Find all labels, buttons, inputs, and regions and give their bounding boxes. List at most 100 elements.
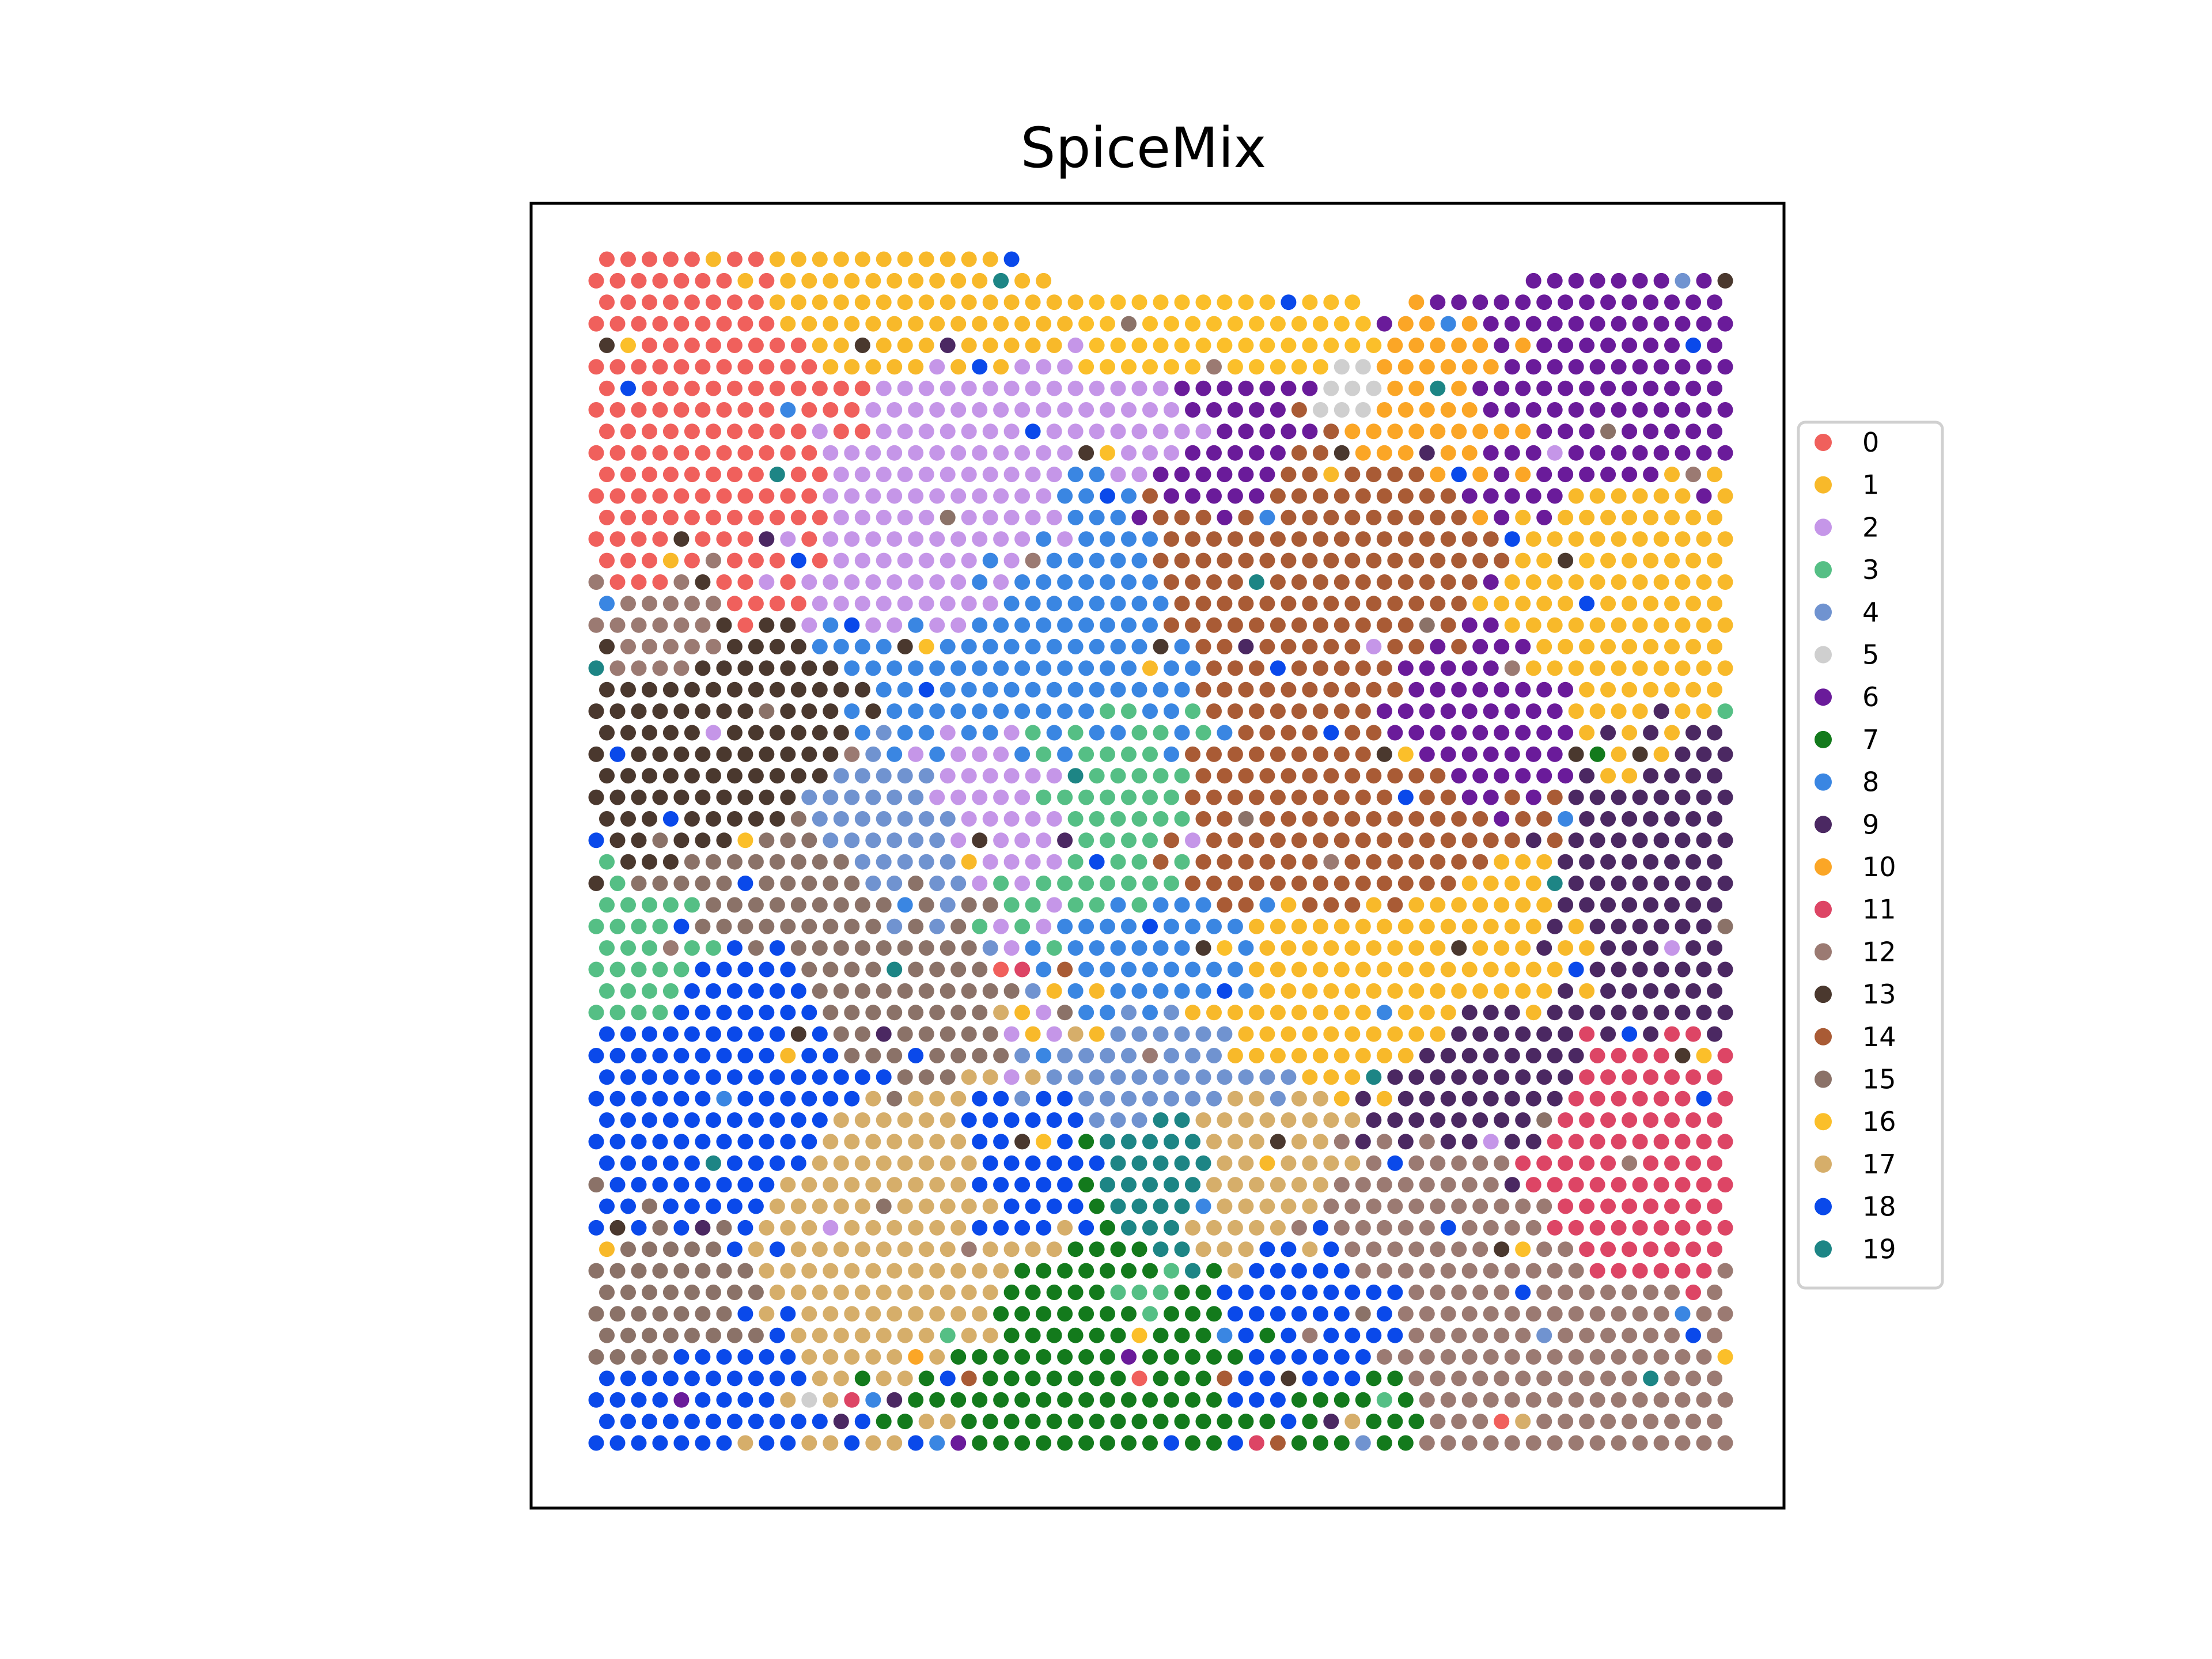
spot-point <box>1536 1285 1552 1300</box>
spot-point <box>1366 1198 1382 1214</box>
spot-point <box>1600 897 1616 913</box>
spot-point <box>972 1177 988 1193</box>
spot-point <box>1483 1177 1499 1193</box>
spot-point <box>1312 1134 1328 1150</box>
spot-point <box>748 897 764 913</box>
spot-point <box>620 1370 636 1387</box>
spot-point <box>1611 746 1627 762</box>
spot-point <box>1185 703 1200 719</box>
spot-point <box>769 983 785 999</box>
spot-point <box>940 552 956 569</box>
spot-point <box>961 1241 977 1257</box>
spot-point <box>1217 940 1233 956</box>
spot-point <box>1653 1134 1669 1150</box>
spot-point <box>1270 1177 1286 1193</box>
spot-point <box>833 294 849 310</box>
spot-point <box>1142 1263 1158 1279</box>
spot-point <box>631 876 647 891</box>
spot-point <box>1440 1435 1456 1451</box>
spot-point <box>1281 1026 1297 1042</box>
spot-point <box>1579 1241 1595 1257</box>
spot-point <box>673 1134 690 1150</box>
spot-point <box>1121 617 1137 633</box>
spot-point <box>1685 1069 1701 1085</box>
spot-point <box>662 1241 679 1257</box>
spot-point <box>1707 811 1722 827</box>
spot-point <box>1206 1090 1222 1107</box>
spot-point <box>972 531 988 547</box>
spot-point <box>929 1306 945 1322</box>
legend-label: 15 <box>1862 1064 1896 1095</box>
spot-point <box>790 294 806 310</box>
spot-point <box>993 488 1009 504</box>
spot-point <box>1653 316 1669 332</box>
spot-point <box>887 1263 903 1279</box>
spot-point <box>1440 1219 1456 1236</box>
spot-point <box>1259 1285 1275 1300</box>
spot-point <box>1248 918 1264 934</box>
spot-point <box>769 294 785 310</box>
spot-point <box>1643 467 1659 483</box>
spot-point <box>1376 918 1392 934</box>
spot-point <box>1110 294 1126 310</box>
spot-point <box>1440 1090 1456 1107</box>
spot-point <box>1643 639 1659 654</box>
spot-point <box>1270 531 1286 547</box>
spot-point <box>844 1090 860 1107</box>
spot-point <box>1632 445 1648 461</box>
spot-point <box>1653 445 1669 461</box>
spot-point <box>1003 509 1020 525</box>
spot-point <box>716 832 732 849</box>
spot-point <box>876 509 892 525</box>
spot-point <box>961 1327 977 1343</box>
spot-point <box>1440 746 1456 762</box>
spot-point <box>812 1069 828 1085</box>
legend-marker <box>1815 434 1832 451</box>
spot-point <box>642 596 657 612</box>
spot-point <box>737 359 753 375</box>
spot-point <box>1707 854 1722 870</box>
spot-point <box>1685 1198 1701 1214</box>
spot-point <box>918 1370 934 1387</box>
spot-point <box>865 746 881 762</box>
spot-point <box>684 1241 700 1257</box>
spot-point <box>1525 402 1541 418</box>
spot-point <box>1536 509 1552 525</box>
spot-point <box>1067 467 1084 483</box>
spot-point <box>1195 897 1211 913</box>
spot-point <box>1195 338 1211 353</box>
spot-point <box>897 1198 913 1214</box>
spot-point <box>1067 897 1084 913</box>
spot-point <box>854 1155 870 1171</box>
spot-point <box>812 1112 828 1128</box>
spot-point <box>1717 402 1733 418</box>
spot-point <box>918 940 934 956</box>
spot-point <box>823 316 839 332</box>
spot-point <box>1472 681 1488 698</box>
spot-point <box>1270 1435 1286 1451</box>
spot-point <box>769 1285 785 1300</box>
spot-point <box>1547 1306 1563 1322</box>
spot-point <box>1430 1327 1446 1343</box>
spot-point <box>854 1414 870 1430</box>
spot-point <box>833 1241 849 1257</box>
spot-point <box>1568 272 1584 289</box>
spot-point <box>1206 746 1222 762</box>
spot-point <box>993 789 1009 805</box>
spot-point <box>854 552 870 569</box>
spot-point <box>1334 918 1350 934</box>
spot-point <box>716 1435 732 1451</box>
spot-point <box>1110 1069 1126 1085</box>
spot-point <box>940 423 956 440</box>
spot-point <box>961 854 977 870</box>
spot-point <box>695 1177 711 1193</box>
spot-point <box>950 746 967 762</box>
spot-point <box>1206 316 1222 332</box>
spot-point <box>1589 1090 1605 1107</box>
spot-point <box>1217 1241 1233 1257</box>
spot-point <box>684 1327 700 1343</box>
spot-point <box>1568 617 1584 633</box>
spot-point <box>1057 832 1073 849</box>
spot-point <box>1185 1306 1200 1322</box>
spot-point <box>1259 1155 1275 1171</box>
